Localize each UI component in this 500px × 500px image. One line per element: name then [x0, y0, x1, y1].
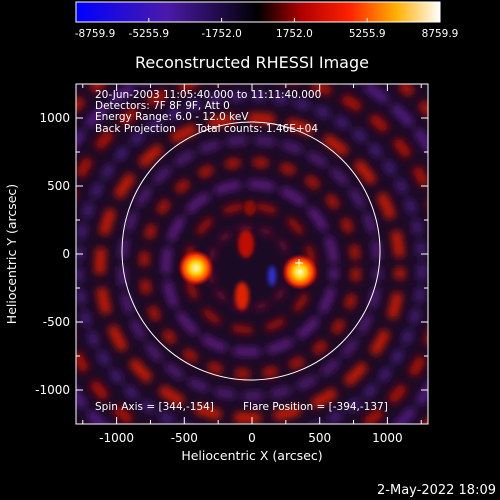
- central-structure: [235, 200, 276, 310]
- info-total-counts: Total counts: 1.46E+04: [195, 123, 318, 135]
- y-tick-labels: 1000 500 0 -500 -1000: [35, 111, 70, 397]
- plot-title: Reconstructed RHESSI Image: [135, 53, 369, 72]
- source-left: [178, 250, 214, 286]
- y-tick-label: 0: [62, 247, 70, 261]
- x-tick-labels: -1000 -500 0 500 1000: [99, 431, 402, 445]
- colorbar: [75, 1, 441, 23]
- colorbar-tick-label: 8759.9: [422, 28, 459, 40]
- info-time-range: 20-Jun-2003 11:05:40.000 to 11:11:40.000: [95, 89, 321, 101]
- source-right: [282, 254, 318, 290]
- colorbar-tick-label: -5255.9: [129, 28, 170, 40]
- flare-cross-marker: [295, 259, 303, 267]
- spin-axis-label: Spin Axis = [344,-154]: [95, 401, 214, 413]
- timestamp: 2-May-2022 18:09: [377, 483, 496, 498]
- image-area: [76, 84, 428, 424]
- y-tick-label: 1000: [39, 111, 70, 125]
- y-axis-label: Heliocentric Y (arcsec): [4, 184, 19, 324]
- x-tick-label: -500: [171, 431, 198, 445]
- x-tick-label: 500: [308, 431, 331, 445]
- y-tick-label: -1000: [35, 383, 70, 397]
- x-axis-label: Heliocentric X (arcsec): [181, 448, 322, 463]
- x-tick-label: -1000: [99, 431, 134, 445]
- x-tick-label: 0: [248, 431, 256, 445]
- y-tick-label: 500: [47, 179, 70, 193]
- colorbar-tick-label: -8759.9: [75, 28, 116, 40]
- sidelobe-pattern: [76, 84, 428, 424]
- info-detectors: Detectors: 7F 8F 9F, Att 0: [95, 100, 230, 112]
- info-energy-range: Energy Range: 6.0 - 12.0 keV: [95, 111, 249, 123]
- colorbar-tick-label: 5255.9: [349, 28, 386, 40]
- solar-limb-circle: [121, 121, 381, 381]
- footer-info: Spin Axis = [344,-154] Flare Position = …: [95, 401, 388, 413]
- colorbar-tick-label: 1752.0: [276, 28, 313, 40]
- x-tick-label: 1000: [372, 431, 403, 445]
- colorbar-tick-label: -1752.0: [201, 28, 242, 40]
- y-tick-label: -500: [43, 315, 70, 329]
- info-block: 20-Jun-2003 11:05:40.000 to 11:11:40.000…: [95, 89, 321, 135]
- axis-ticks: [76, 83, 428, 425]
- flare-position-label: Flare Position = [-394,-137]: [243, 401, 388, 413]
- info-method: Back Projection: [95, 123, 176, 135]
- colorbar-ticks: -8759.9 -5255.9 -1752.0 1752.0 5255.9 8759.9: [75, 18, 459, 40]
